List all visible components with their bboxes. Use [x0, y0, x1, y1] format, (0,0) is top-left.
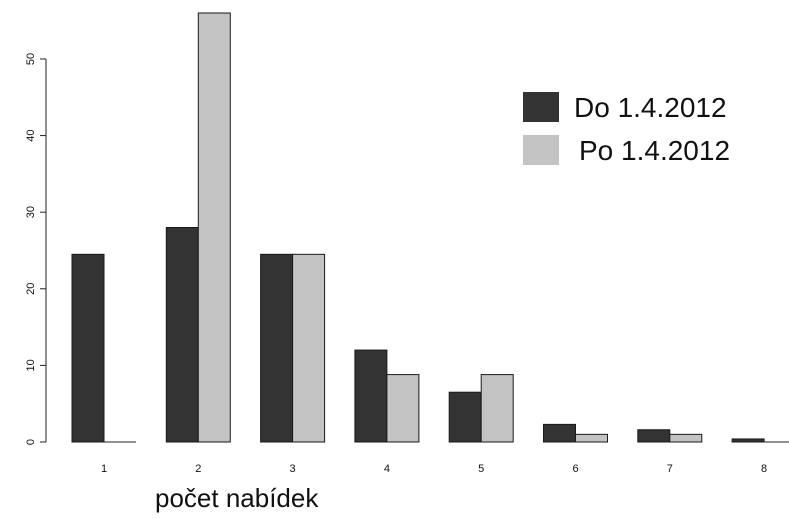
- legend-label-do: Do 1.4.2012: [574, 92, 727, 123]
- x-tick-label: 8: [761, 463, 767, 475]
- x-tick-label: 1: [101, 463, 107, 475]
- bar-po-2: [198, 13, 230, 442]
- bar-group-2: [166, 13, 230, 442]
- x-axis-title: počet nabídek: [155, 483, 318, 514]
- y-tick-label: 50: [25, 53, 37, 65]
- bar-group-3: [261, 254, 325, 442]
- y-tick-label: 10: [25, 359, 37, 371]
- bar-po-7: [670, 434, 702, 442]
- x-tick-label: 7: [667, 463, 673, 475]
- bar-do-7: [638, 430, 670, 442]
- y-tick-label: 40: [25, 129, 37, 141]
- legend-swatch-do: [523, 92, 559, 122]
- x-tick-label: 5: [478, 463, 484, 475]
- x-tick-label: 4: [384, 463, 390, 475]
- bar-do-3: [261, 254, 293, 442]
- y-tick-label: 0: [25, 439, 37, 445]
- bar-do-5: [449, 392, 481, 442]
- bar-groups: [72, 13, 789, 442]
- bar-do-1: [72, 254, 104, 442]
- bar-po-3: [293, 254, 325, 442]
- x-tick-label: 2: [195, 463, 201, 475]
- bar-group-5: [449, 375, 513, 442]
- bar-group-7: [638, 430, 702, 442]
- bar-group-8: [732, 439, 789, 442]
- bar-po-4: [387, 375, 419, 442]
- x-tick-labels: 1 2 3 4 5 6 7 8: [101, 463, 767, 475]
- bar-do-4: [355, 350, 387, 442]
- bar-group-1: [72, 254, 136, 442]
- legend-label-po: Po 1.4.2012: [579, 135, 730, 166]
- x-tick-label: 3: [290, 463, 296, 475]
- bar-group-4: [355, 350, 419, 442]
- x-tick-label: 6: [572, 463, 578, 475]
- y-tick-label: 30: [25, 206, 37, 218]
- legend: Do 1.4.2012 Po 1.4.2012: [523, 92, 730, 166]
- bar-po-5: [481, 375, 513, 442]
- bar-po-6: [576, 434, 608, 442]
- bar-do-2: [166, 228, 198, 443]
- bar-group-6: [544, 424, 608, 442]
- y-tick-label: 20: [25, 283, 37, 295]
- legend-swatch-po: [523, 135, 559, 165]
- y-axis: 0 10 20 30 40 50: [25, 53, 46, 445]
- bar-do-6: [544, 424, 576, 442]
- bar-do-8: [732, 439, 764, 442]
